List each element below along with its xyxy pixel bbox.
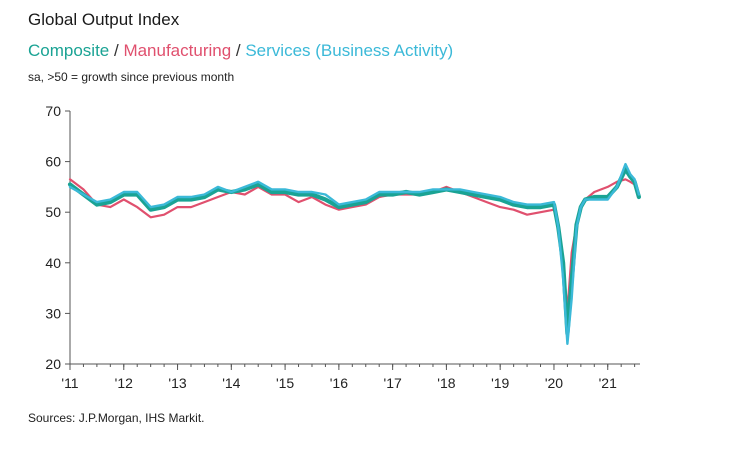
- chart-axes: [65, 110, 640, 370]
- x-tick-label: '19: [491, 375, 509, 391]
- subtitle-separator-1: /: [109, 41, 124, 60]
- y-tick-label: 20: [45, 356, 61, 372]
- series-line-manufacturing: [68, 178, 641, 312]
- subtitle-manufacturing: Manufacturing: [123, 41, 232, 60]
- x-tick-label: '11: [61, 375, 78, 391]
- y-tick-label: 40: [45, 255, 61, 271]
- y-tick-label: 70: [45, 103, 61, 119]
- subtitle-composite: Composite: [28, 41, 110, 60]
- subtitle-separator-2: /: [231, 41, 246, 60]
- x-tick-label: '21: [599, 375, 617, 391]
- x-tick-label: '16: [330, 375, 348, 391]
- y-tick-label: 30: [45, 305, 61, 321]
- subtitle-services: Services (Business Activity): [245, 41, 454, 60]
- series-line-services: [68, 162, 641, 345]
- chart-subtitle: Composite / Manufacturing / Services (Bu…: [28, 41, 453, 61]
- chart-note: sa, >50 = growth since previous month: [28, 70, 235, 84]
- x-tick-label: '15: [276, 375, 294, 391]
- chart-series: [67, 162, 642, 345]
- chart-tick-labels: 20 30 40 50 60 70 '11 '12 '13 '14 '15 '16 '17 '18 '19 '…: [45, 103, 617, 391]
- chart-source: Sources: J.P.Morgan, IHS Markit.: [28, 411, 205, 425]
- x-tick-label: '12: [115, 375, 133, 391]
- y-tick-label: 60: [45, 154, 61, 170]
- x-tick-label: '17: [384, 375, 402, 391]
- series-line-composite: [67, 167, 642, 336]
- x-tick-label: '14: [222, 375, 240, 391]
- x-tick-label: '13: [168, 375, 186, 391]
- chart-title: Global Output Index: [28, 10, 180, 29]
- x-tick-label: '18: [437, 375, 455, 391]
- y-tick-label: 50: [45, 204, 61, 220]
- x-tick-label: '20: [545, 375, 563, 391]
